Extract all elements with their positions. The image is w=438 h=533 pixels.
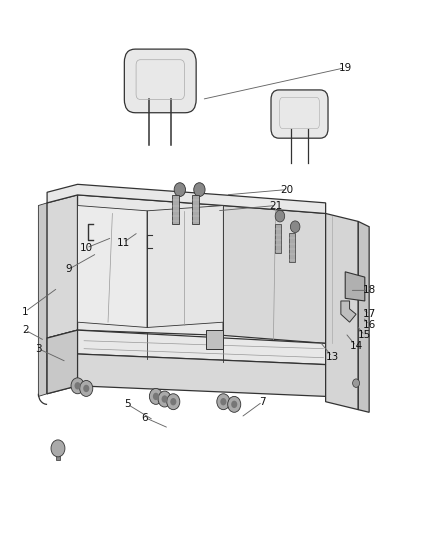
Polygon shape — [358, 221, 369, 413]
Text: 5: 5 — [124, 399, 131, 409]
Circle shape — [275, 211, 285, 222]
Text: 13: 13 — [325, 352, 339, 361]
Circle shape — [83, 385, 89, 392]
Polygon shape — [47, 330, 358, 370]
Text: 9: 9 — [66, 264, 72, 274]
Circle shape — [228, 397, 241, 413]
Text: 16: 16 — [363, 320, 376, 330]
Polygon shape — [223, 206, 325, 343]
Circle shape — [153, 393, 159, 400]
Circle shape — [231, 401, 237, 408]
Polygon shape — [345, 272, 365, 301]
FancyBboxPatch shape — [124, 49, 196, 113]
Polygon shape — [275, 224, 281, 253]
Text: 18: 18 — [363, 285, 376, 295]
Circle shape — [290, 221, 300, 232]
Text: 1: 1 — [22, 306, 28, 317]
Polygon shape — [47, 330, 78, 394]
Text: 2: 2 — [22, 325, 28, 335]
Circle shape — [220, 398, 226, 406]
Text: 6: 6 — [142, 413, 148, 423]
Circle shape — [217, 394, 230, 410]
Polygon shape — [341, 301, 356, 322]
FancyBboxPatch shape — [271, 90, 328, 138]
Polygon shape — [289, 233, 295, 262]
Circle shape — [167, 394, 180, 410]
Circle shape — [149, 389, 162, 405]
Polygon shape — [147, 206, 223, 327]
Polygon shape — [191, 195, 198, 224]
Polygon shape — [325, 214, 358, 410]
Text: 17: 17 — [363, 309, 376, 319]
Text: 21: 21 — [269, 200, 282, 211]
Circle shape — [162, 395, 168, 403]
Text: 7: 7 — [259, 397, 266, 407]
Text: 19: 19 — [339, 63, 352, 72]
Circle shape — [80, 381, 93, 397]
Polygon shape — [78, 195, 223, 335]
Circle shape — [174, 183, 185, 197]
Polygon shape — [47, 184, 325, 214]
Circle shape — [158, 391, 171, 407]
Polygon shape — [39, 203, 47, 397]
Polygon shape — [47, 195, 78, 338]
Circle shape — [170, 398, 177, 406]
Circle shape — [194, 183, 205, 197]
Text: 3: 3 — [35, 344, 42, 354]
Text: 15: 15 — [358, 330, 371, 341]
Circle shape — [51, 440, 65, 457]
Text: 11: 11 — [117, 238, 130, 248]
Polygon shape — [172, 195, 179, 224]
Circle shape — [74, 382, 81, 390]
Polygon shape — [56, 448, 60, 460]
Text: 20: 20 — [280, 184, 293, 195]
Text: 10: 10 — [80, 243, 93, 253]
Polygon shape — [78, 206, 147, 327]
Polygon shape — [206, 330, 223, 349]
Polygon shape — [47, 354, 358, 402]
Circle shape — [353, 379, 360, 387]
Text: 14: 14 — [350, 341, 363, 351]
Circle shape — [71, 378, 84, 394]
